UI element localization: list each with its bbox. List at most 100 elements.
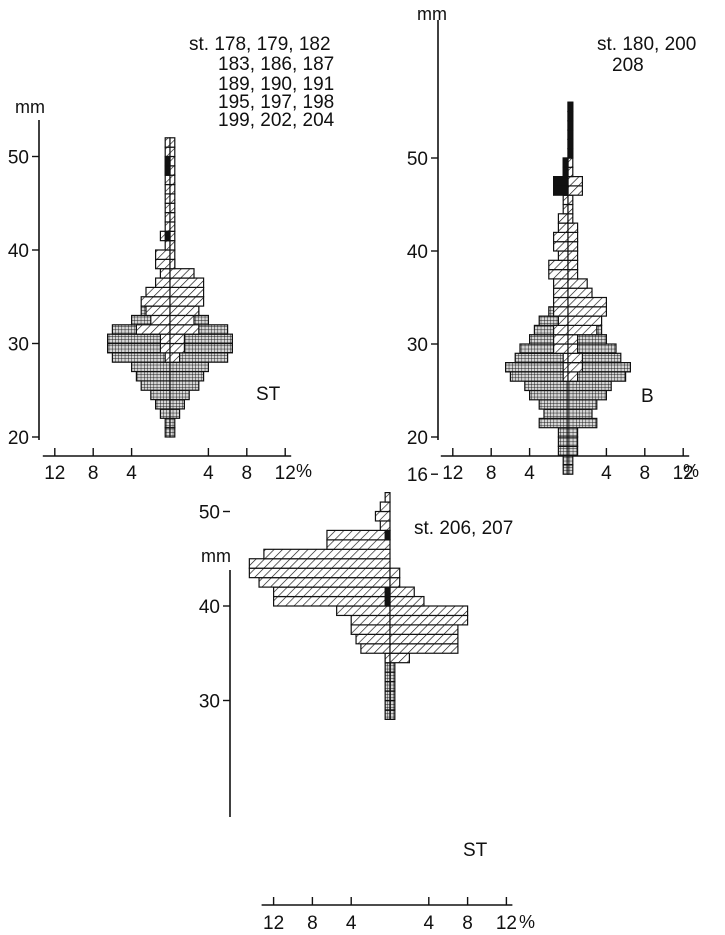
- y-unit-label-b: mm: [417, 4, 447, 24]
- hatch-bar-right: [567, 269, 579, 280]
- hatch-bar-right: [169, 277, 205, 288]
- hatch-bar-left: [350, 614, 391, 626]
- hatch-bar-right: [567, 176, 583, 187]
- y-tick-label: 30: [407, 335, 428, 356]
- crosshatch-bar-right: [389, 709, 396, 721]
- hatch-bar-left: [273, 586, 391, 598]
- hatch-bar-right: [567, 324, 598, 336]
- hatch-bar-right: [389, 605, 469, 617]
- crosshatch-bar-right: [567, 389, 608, 401]
- crosshatch-bar-right: [389, 662, 396, 673]
- hatch-bar-right: [389, 624, 459, 635]
- hatch-bar-right: [567, 250, 579, 261]
- hatch-bar-right: [567, 166, 574, 178]
- y-tick-label: 50: [8, 148, 29, 169]
- hatch-bar-left: [552, 231, 569, 243]
- crosshatch-bar-right: [169, 408, 181, 419]
- crosshatch-bar-right: [389, 690, 396, 702]
- solid-bar-left: [552, 176, 569, 187]
- x-tick-label: 8: [88, 463, 99, 484]
- hatch-bar-right: [169, 174, 176, 186]
- y-tick-label: 30: [199, 692, 220, 713]
- hatch-bar-left: [164, 183, 171, 195]
- crosshatch-bar-left: [150, 389, 171, 401]
- histogram-panel-b: 16 20 30 40 50 12 8 4 4 8 12: [407, 20, 694, 486]
- hatch-bar-right: [389, 567, 401, 579]
- hatch-bar-right: [169, 146, 176, 158]
- station-label-a-line2: 183, 186, 187: [218, 54, 334, 75]
- hatch-bar-left: [548, 269, 569, 280]
- x-tick-label: 12: [263, 913, 284, 934]
- hatch-bar-right: [567, 334, 579, 345]
- hatch-bar-right: [567, 306, 608, 317]
- solid-bar-right: [567, 110, 574, 122]
- y-tick-label: 16: [407, 465, 428, 486]
- panel-code-b: B: [641, 386, 654, 407]
- crosshatch-bar-left: [528, 389, 569, 401]
- hatch-bar-left: [552, 324, 569, 336]
- crosshatch-bar-left: [159, 408, 171, 419]
- y-unit-label-a: mm: [15, 97, 45, 117]
- x-tick-label: 4: [424, 913, 435, 934]
- crosshatch-bar-right: [169, 427, 176, 438]
- solid-bar-left: [384, 595, 391, 607]
- histogram-panel-st-b: 30 40 50 12 8 4 4 8 12: [199, 492, 517, 934]
- hatch-bar-left: [164, 212, 171, 223]
- hatch-bar-left: [552, 241, 569, 252]
- hatch-bar-right: [389, 643, 459, 654]
- hatch-bar-left: [557, 250, 569, 261]
- hatch-bar-right: [389, 633, 459, 645]
- crosshatch-bar-left: [562, 464, 569, 475]
- crosshatch-bar-left: [557, 445, 569, 457]
- crosshatch-bar-left: [384, 680, 391, 692]
- x-tick-label: 4: [346, 913, 357, 934]
- hatch-bar-left: [552, 287, 569, 299]
- hatch-bar-left: [562, 371, 569, 382]
- crosshatch-bar-left: [505, 362, 569, 373]
- hatch-bar-right: [567, 259, 579, 271]
- x-tick-label: 8: [307, 913, 318, 934]
- hatch-bar-left: [384, 652, 391, 664]
- hatch-bar-right: [169, 202, 176, 214]
- hatch-bar-left: [384, 492, 391, 503]
- crosshatch-bar-left: [557, 427, 569, 438]
- crosshatch-bar-left: [384, 699, 391, 711]
- crosshatch-bar-left: [524, 380, 569, 392]
- y-tick-label: 50: [199, 503, 220, 524]
- solid-bar-right: [567, 138, 574, 150]
- x-tick-label: 8: [242, 463, 253, 484]
- crosshatch-bar-right: [169, 370, 205, 382]
- hatch-bar-right: [567, 185, 583, 196]
- hatch-bar-left: [155, 277, 171, 288]
- x-tick-label: 4: [601, 463, 612, 484]
- hatch-bar-right: [169, 230, 176, 242]
- hatch-bar-right: [567, 278, 588, 289]
- crosshatch-bar-right: [567, 399, 598, 410]
- hatch-bar-right: [567, 213, 574, 224]
- hatch-bar-left: [145, 286, 171, 298]
- x-tick-label: 12: [496, 913, 517, 934]
- hatch-bar-left: [150, 314, 171, 326]
- hatch-bar-right: [169, 249, 176, 260]
- hatch-bar-right: [567, 362, 583, 373]
- hatch-bar-right: [169, 137, 176, 148]
- crosshatch-bar-left: [557, 436, 569, 447]
- hatch-bar-right: [169, 324, 200, 335]
- crosshatch-bar-right: [567, 464, 574, 475]
- hatch-bar-right: [567, 343, 579, 354]
- hatch-bar-right: [567, 315, 603, 327]
- station-label-c: st. 206, 207: [414, 518, 513, 539]
- crosshatch-bar-right: [389, 680, 396, 692]
- x-tick-label: 12: [44, 463, 65, 484]
- y-tick-label: 50: [407, 149, 428, 170]
- hatch-bar-right: [169, 155, 176, 167]
- crosshatch-bar-left: [562, 455, 569, 466]
- hatch-bar-left: [557, 222, 569, 234]
- hatch-bar-right: [567, 296, 608, 308]
- crosshatch-bar-left: [164, 427, 171, 438]
- solid-bar-left: [562, 166, 569, 178]
- hatch-bar-right: [169, 352, 181, 363]
- hatch-bar-left: [557, 213, 569, 224]
- hatch-bar-left: [155, 249, 171, 260]
